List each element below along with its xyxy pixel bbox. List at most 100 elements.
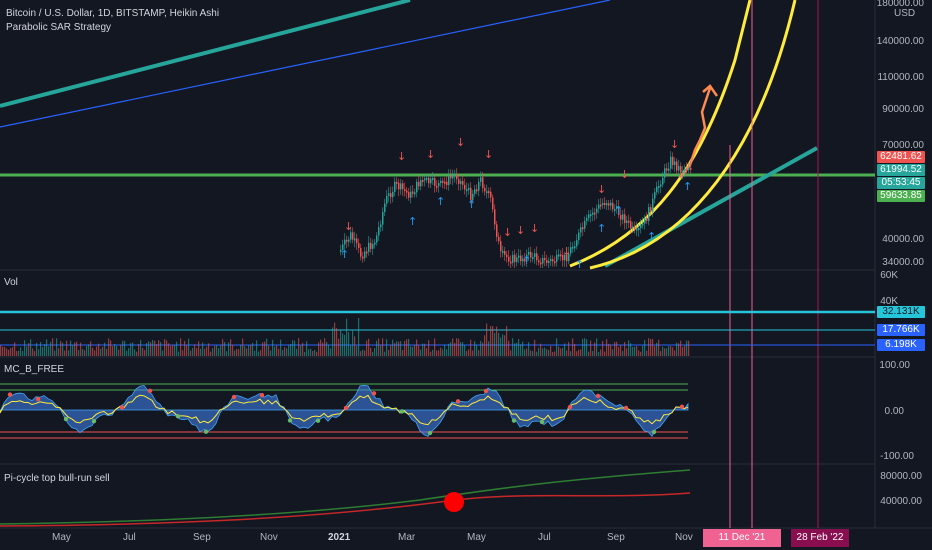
candle-body bbox=[424, 178, 426, 181]
mc-axis-label: 0.00 bbox=[884, 406, 904, 417]
candle-body bbox=[620, 215, 622, 220]
price-axis-label: 40000.00 bbox=[882, 234, 924, 245]
volume-bar bbox=[654, 346, 656, 356]
volume-bar bbox=[624, 342, 626, 356]
date-tag-feb[interactable]: 28 Feb '22 bbox=[791, 529, 849, 547]
volume-bar bbox=[462, 342, 464, 356]
volume-bar bbox=[30, 339, 32, 356]
volume-bar bbox=[604, 351, 606, 356]
volume-bar bbox=[190, 350, 192, 356]
strategy-title[interactable]: Parabolic SAR Strategy bbox=[6, 22, 112, 33]
volume-bar bbox=[498, 332, 500, 356]
volume-bar bbox=[122, 340, 124, 356]
volume-bar bbox=[290, 343, 292, 356]
volume-bar bbox=[504, 335, 506, 356]
candle-body bbox=[656, 186, 658, 193]
price-axis-label: 110000.00 bbox=[877, 72, 924, 83]
volume-bar bbox=[484, 335, 486, 356]
volume-bar bbox=[446, 349, 448, 356]
candle-body bbox=[430, 178, 432, 184]
volume-bar bbox=[306, 341, 308, 356]
volume-bar bbox=[102, 347, 104, 356]
candle-body bbox=[648, 207, 650, 222]
yellow-parabola-1[interactable] bbox=[569, 0, 752, 268]
volume-bar bbox=[586, 339, 588, 356]
volume-bar bbox=[172, 345, 174, 356]
sell-arrow-icon: ↓ bbox=[516, 224, 525, 237]
candle-body bbox=[488, 191, 490, 194]
volume-bar bbox=[292, 340, 294, 356]
teal-channel-line[interactable] bbox=[604, 146, 818, 268]
volume-bar bbox=[244, 346, 246, 356]
volume-bar bbox=[660, 351, 662, 356]
volume-bar bbox=[88, 344, 90, 356]
pi-pane-title[interactable]: Pi-cycle top bull-run sell bbox=[4, 473, 110, 484]
mc-pane-title[interactable]: MC_B_FREE bbox=[4, 364, 65, 375]
mc-dot bbox=[651, 429, 657, 435]
buy-arrow-icon: ↑ bbox=[408, 215, 417, 228]
candle-body bbox=[546, 260, 548, 263]
candle-body bbox=[564, 254, 566, 261]
volume-bar bbox=[140, 339, 142, 356]
volume-bar bbox=[280, 339, 282, 356]
volume-bar bbox=[404, 340, 406, 356]
volume-bar bbox=[666, 348, 668, 356]
candle-body bbox=[410, 191, 412, 198]
price-axis-label: 70000.00 bbox=[882, 140, 924, 151]
volume-bar bbox=[440, 347, 442, 356]
candle-body bbox=[572, 246, 574, 249]
volume-bar bbox=[22, 350, 24, 356]
volume-bar bbox=[4, 346, 6, 356]
candle-body bbox=[586, 218, 588, 221]
volume-bar bbox=[556, 338, 558, 356]
volume-bar bbox=[16, 351, 18, 356]
volume-bar bbox=[196, 348, 198, 356]
volume-bar bbox=[572, 338, 574, 356]
volume-bar bbox=[114, 343, 116, 356]
volume-bar bbox=[350, 345, 352, 356]
candle-body bbox=[348, 239, 350, 242]
volume-bar bbox=[20, 347, 22, 356]
candle-body bbox=[462, 181, 464, 185]
volume-bar bbox=[94, 350, 96, 356]
volume-bar bbox=[110, 340, 112, 356]
mc-dot bbox=[231, 394, 237, 400]
candle-body bbox=[616, 206, 618, 209]
volume-bar bbox=[218, 348, 220, 356]
volume-bar bbox=[64, 350, 66, 356]
volume-bar bbox=[502, 334, 504, 356]
mc-dot bbox=[35, 396, 41, 402]
volume-bar bbox=[566, 350, 568, 356]
sell-arrow-icon: ↓ bbox=[530, 222, 539, 235]
candle-body bbox=[368, 242, 370, 252]
volume-bar bbox=[574, 344, 576, 356]
candle-body bbox=[514, 254, 516, 262]
candle-body bbox=[442, 180, 444, 183]
vol-pane-title[interactable]: Vol bbox=[4, 277, 18, 288]
volume-bar bbox=[388, 349, 390, 356]
candle-body bbox=[494, 209, 496, 225]
date-tag-dec[interactable]: 11 Dec '21 bbox=[703, 529, 781, 547]
pi-cycle-long-ma bbox=[0, 469, 691, 525]
candle-body bbox=[370, 242, 372, 249]
candle-body bbox=[390, 193, 392, 198]
buy-arrow-icon: ↑ bbox=[683, 180, 692, 193]
candle-body bbox=[548, 261, 550, 264]
volume-bar bbox=[384, 351, 386, 356]
pi-cycle-top-signal[interactable] bbox=[444, 492, 464, 512]
candle-body bbox=[352, 232, 354, 240]
symbol-title[interactable]: Bitcoin / U.S. Dollar, 1D, BITSTAMP, Hei… bbox=[6, 8, 220, 19]
teal-trendline[interactable] bbox=[0, 0, 411, 108]
candle-body bbox=[604, 202, 606, 205]
volume-bar bbox=[686, 340, 688, 356]
volume-bar bbox=[298, 338, 300, 356]
volume-bar bbox=[432, 349, 434, 356]
volume-bar bbox=[622, 351, 624, 356]
blue-trendline[interactable] bbox=[0, 0, 611, 128]
yellow-parabola-2[interactable] bbox=[589, 0, 797, 270]
candle-body bbox=[434, 178, 436, 186]
volume-bar bbox=[644, 339, 646, 356]
candle-body bbox=[480, 177, 482, 182]
volume-bar bbox=[26, 346, 28, 356]
